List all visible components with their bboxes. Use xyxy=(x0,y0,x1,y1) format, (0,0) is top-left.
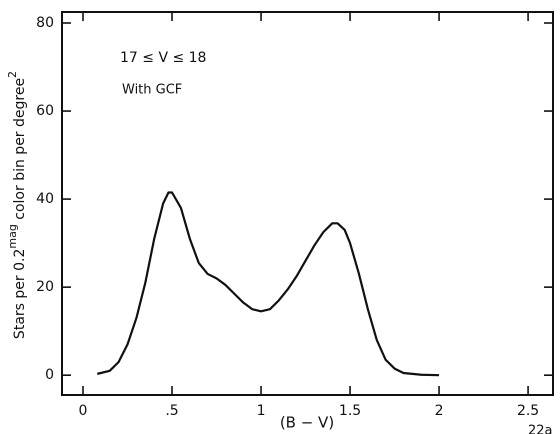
y-label-part: color bin per degree xyxy=(12,78,28,224)
y-label-part: 2 xyxy=(6,71,19,78)
x-tick-label: 2.5 xyxy=(517,403,539,419)
x-axis-label: (B − V) xyxy=(280,414,334,432)
annotation: 17 ≤ V ≤ 18 xyxy=(120,50,206,66)
corner-text: 22a xyxy=(528,424,553,434)
data-line xyxy=(96,191,440,377)
y-tick-label: 80 xyxy=(36,15,54,31)
y-tick-label: 0 xyxy=(45,367,54,383)
x-tick-label: 1.5 xyxy=(339,403,361,419)
y-tick-label: 60 xyxy=(36,103,54,119)
x-tick-label: .5 xyxy=(165,403,178,419)
plot-frame xyxy=(61,11,554,396)
x-tick-label: 0 xyxy=(79,403,88,419)
y-label-part: Stars per 0.2 xyxy=(12,249,28,339)
y-label-part: mag xyxy=(6,224,19,248)
y-tick-label: 20 xyxy=(36,279,54,295)
x-tick-label: 2 xyxy=(435,403,444,419)
x-tick-label: 1 xyxy=(257,403,266,419)
y-tick-label: 40 xyxy=(36,191,54,207)
annotation: With GCF xyxy=(122,83,182,98)
y-axis-label: Stars per 0.2mag color bin per degree2 xyxy=(6,71,28,339)
